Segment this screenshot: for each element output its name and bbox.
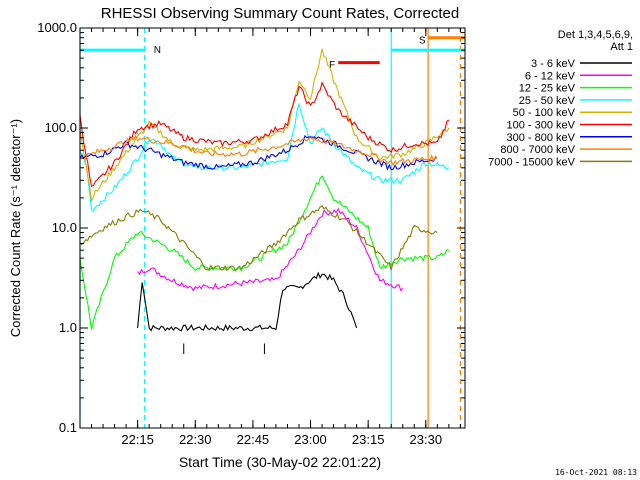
series-line-2 [79, 175, 450, 330]
series-line-5 [79, 81, 450, 188]
plot-area: N F S 0.1 1.0 10.0 100.0 1000.0 22:15 22:30 22:45 2… [37, 20, 466, 447]
legend-header: Det 1,3,4,5,6,9,Att 1 [558, 29, 633, 53]
legend-label-8: 7000 - 15000 keV [488, 156, 576, 168]
x-tick-label: 22:15 [121, 432, 154, 447]
flag-label-f: F [329, 60, 335, 71]
x-tick-label: 23:00 [294, 432, 327, 447]
legend-header-line: Att 1 [610, 41, 633, 53]
legend-label-6: 300 - 800 keV [507, 132, 576, 144]
legend-label-1: 6 - 12 keV [525, 70, 576, 82]
chart-title: RHESSI Observing Summary Count Rates, Co… [101, 5, 459, 22]
series-line-8 [79, 205, 438, 272]
legend-label-3: 25 - 50 keV [519, 95, 576, 107]
legend-label-4: 50 - 100 keV [513, 107, 576, 119]
series-line-7 [79, 134, 438, 167]
legend-label-0: 3 - 6 keV [531, 58, 576, 70]
x-axis-label: Start Time (30-May-02 22:01:22) [179, 454, 381, 470]
flag-label-s: S [419, 35, 426, 46]
y-tick-label: 10.0 [52, 220, 77, 235]
x-tick-label: 22:30 [179, 432, 212, 447]
y-tick-label: 1.0 [59, 320, 77, 335]
y-axis-label: Corrected Count Rate (s⁻¹ detector⁻¹) [8, 119, 23, 337]
series-line-0 [137, 271, 358, 332]
flag-label-n: N [154, 45, 161, 56]
legend-header-line: Det 1,3,4,5,6,9, [558, 29, 633, 41]
x-tick-label: 23:30 [410, 432, 443, 447]
y-tick-label: 1000.0 [37, 20, 77, 35]
y-tick-label: 100.0 [44, 120, 77, 135]
x-tick-label: 23:15 [352, 432, 385, 447]
x-tick-label: 22:45 [237, 432, 270, 447]
footer-timestamp: 16-Oct-2021 08:13 [555, 468, 637, 477]
y-tick-label: 0.1 [59, 420, 77, 435]
series-line-3 [79, 102, 450, 212]
legend-label-5: 100 - 300 keV [507, 120, 576, 132]
legend-label-2: 12 - 25 keV [519, 83, 576, 95]
legend-label-7: 800 - 7000 keV [500, 144, 575, 156]
